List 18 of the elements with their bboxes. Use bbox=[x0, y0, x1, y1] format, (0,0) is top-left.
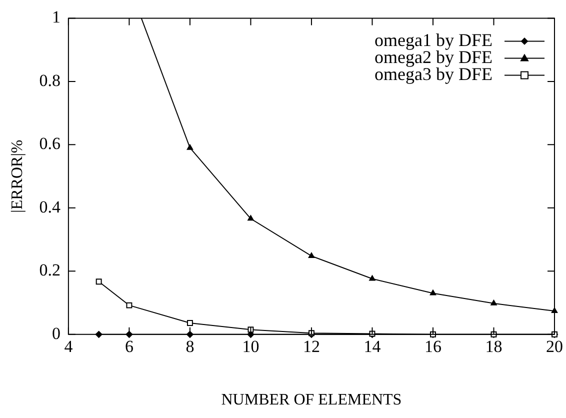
y-tick-label: 0.6 bbox=[39, 134, 60, 154]
y-tick-label: 0.4 bbox=[39, 197, 61, 216]
x-tick-label: 12 bbox=[302, 337, 320, 356]
x-tick-label: 14 bbox=[364, 337, 382, 356]
y-tick-label: 1 bbox=[52, 8, 60, 27]
x-tick-label: 16 bbox=[424, 337, 442, 356]
x-tick-label: 18 bbox=[485, 337, 502, 356]
y-axis-title: |ERROR|% bbox=[8, 140, 26, 213]
y-tick-label: 0.8 bbox=[39, 70, 60, 90]
y-tick-label: 0.2 bbox=[39, 260, 60, 280]
x-tick-label: 20 bbox=[546, 337, 563, 356]
x-tick-label: 8 bbox=[186, 337, 194, 356]
x-tick-label: 10 bbox=[242, 337, 260, 356]
x-tick-label: 6 bbox=[124, 337, 134, 356]
legend-label: omega1 by DFE bbox=[374, 30, 493, 50]
x-tick-label: 4 bbox=[64, 337, 74, 356]
y-tick-label: 0 bbox=[52, 324, 60, 343]
x-axis-title: NUMBER OF ELEMENTS bbox=[221, 392, 402, 409]
